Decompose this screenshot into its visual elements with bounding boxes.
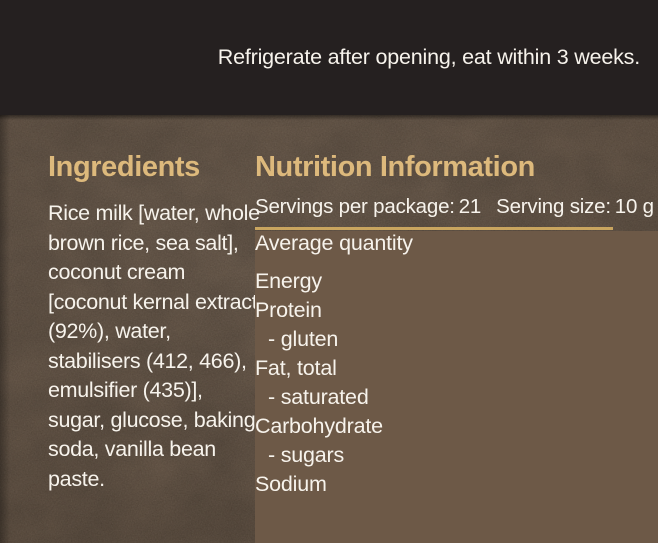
banner-text: Refrigerate after opening, eat within 3 … xyxy=(217,45,640,69)
nutrition-section: Nutrition Information Servings per packa… xyxy=(255,150,658,543)
serving-size-value: 10 g xyxy=(614,195,654,218)
servings-per-package-label: Servings per package: xyxy=(255,195,455,218)
top-banner: Refrigerate after opening, eat within 3 … xyxy=(0,0,658,115)
divider-rule-top xyxy=(255,227,613,230)
ingredients-text: Rice milk [water, whole brown rice, sea … xyxy=(48,201,260,491)
nutrition-title: Nutrition Information xyxy=(255,151,535,183)
table-row: Sodium24 mg240 mg xyxy=(255,472,658,543)
table-row: Protein0.1 g0.7 g xyxy=(255,298,658,543)
ingredients-section: Ingredients Rice milk [water, whole brow… xyxy=(48,150,262,494)
table-row: - sugars3 g30.5 g xyxy=(255,443,658,543)
servings-per-package: Servings per package: 21 xyxy=(255,195,481,219)
table-header-row: Average quantity Per Serve Per 100 g xyxy=(255,231,658,543)
label-body: Ingredients Rice milk [water, whole brow… xyxy=(0,115,658,543)
serving-size: Serving size: 10 g xyxy=(496,195,654,219)
label-content: Ingredients Rice milk [water, whole brow… xyxy=(0,115,658,543)
nutrition-table-body: Energy83.3 kJ833 kJProtein0.1 g0.7 g- gl… xyxy=(255,269,658,543)
servings-per-package-value: 21 xyxy=(458,195,482,218)
ingredients-title: Ingredients xyxy=(48,151,200,183)
row-label: Sodium xyxy=(255,472,658,543)
table-row: Energy83.3 kJ833 kJ xyxy=(255,269,658,543)
servings-info: Servings per package: 21 Serving size: 1… xyxy=(255,195,654,219)
table-row: - glutenNot Detected xyxy=(255,327,658,543)
table-row: Carbohydrate3.6 g35.5 g xyxy=(255,414,658,543)
table-row: - saturated0.5 g5 g xyxy=(255,385,658,543)
serving-size-label: Serving size: xyxy=(496,195,611,218)
table-row: Fat, total0.6 g5.6 g xyxy=(255,356,658,543)
